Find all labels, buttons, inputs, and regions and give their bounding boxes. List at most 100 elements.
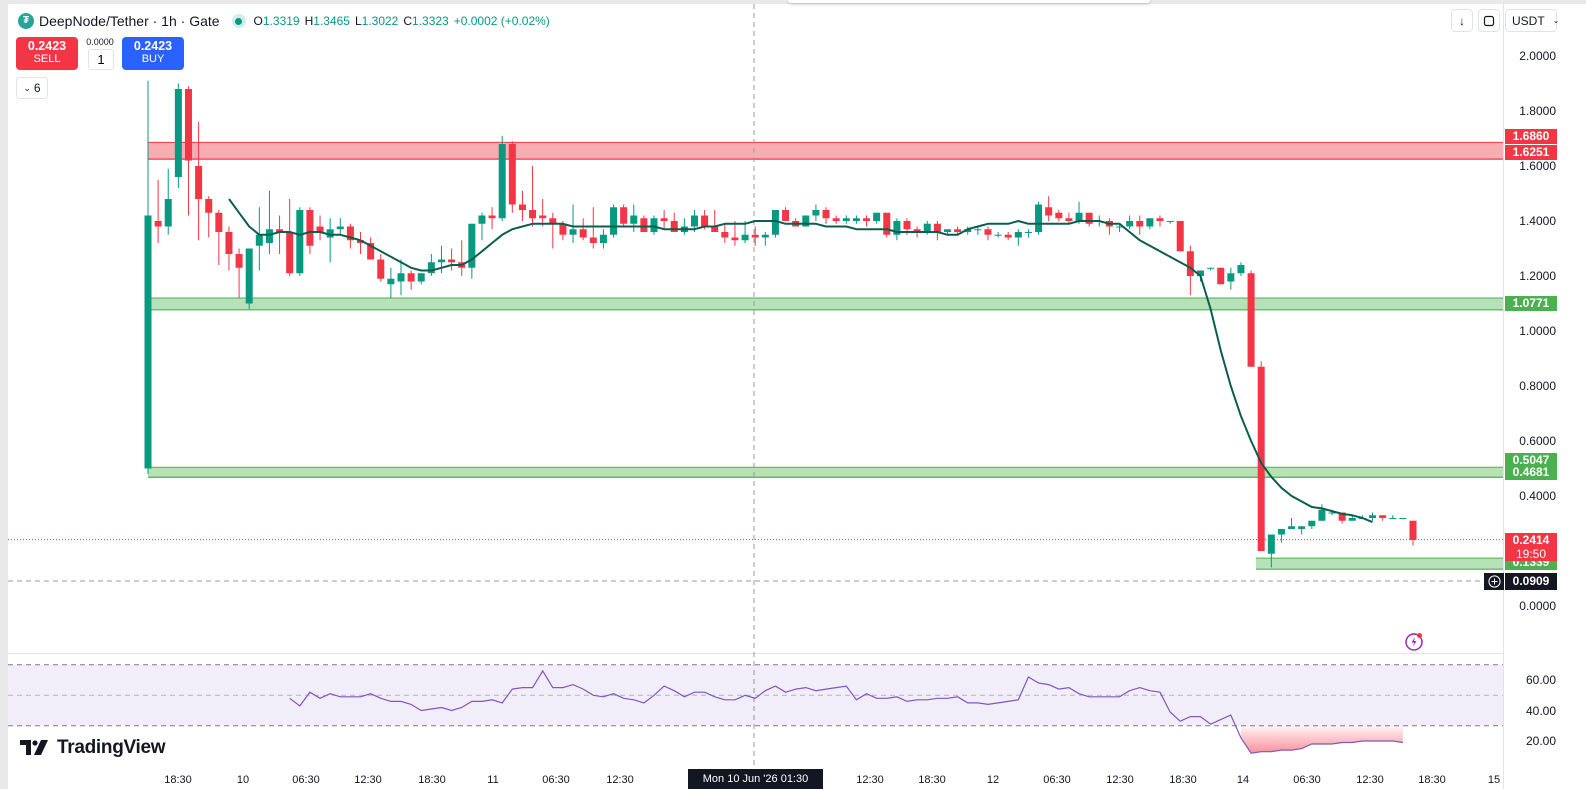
price-tick: 1.2000 [1519,269,1556,283]
candle-body [569,229,577,235]
candle-body [195,166,203,199]
indicators-collapse-button[interactable]: ⌄ 6 [16,77,48,99]
candle-body [1399,518,1407,519]
candle-body [1308,520,1316,527]
crosshair-time: Mon 10 Jun '26 01:30 [702,773,809,785]
candle-countdown: 19:50 [1515,547,1547,561]
lightning-alert-button[interactable] [1404,631,1424,651]
sell-button[interactable]: 0.2423 SELL [16,37,78,70]
price-tick: 1.0000 [1519,324,1556,338]
candle-body [1186,251,1194,276]
candle-body [174,89,182,177]
tradingview-logo-icon [20,740,48,755]
time-tick: 12:30 [1106,774,1134,786]
tradingview-logo[interactable]: TradingView [20,737,166,759]
candle-body [164,199,172,227]
candle-body [650,218,658,232]
pane-separator [8,653,1503,654]
time-tick: 06:30 [1043,774,1071,786]
price-level-tag: 0.5047 [1505,453,1557,468]
candle-body [144,215,152,469]
candle-body [1207,267,1215,269]
candle-body [1055,212,1063,219]
candle-body [630,215,638,224]
fullscreen-icon [1483,15,1495,26]
candle-body [265,229,273,243]
fullscreen-button[interactable] [1478,9,1500,32]
buy-button[interactable]: 0.2423 BUY [122,37,184,70]
time-tick: 18:30 [918,774,946,786]
last-price-tag: 0.2414 19:50 [1505,533,1557,561]
candle-body [225,232,233,254]
candle-body [802,215,810,227]
candle-body [1196,270,1204,276]
candle-body [913,229,921,232]
candle-body [417,273,425,282]
candle-body [903,221,911,230]
time-tick: 18:30 [1418,774,1446,786]
candle-body [852,218,860,221]
symbol-title[interactable]: DeepNode/Tether · 1h · Gate [39,13,220,29]
candle-body [1298,526,1306,529]
time-tick: 18:30 [418,774,446,786]
candle-body [599,234,607,243]
candle-body [893,221,901,235]
candle-body [701,215,709,227]
candle-body [397,273,405,282]
candle-body [387,278,395,285]
quantity-input[interactable]: 1 [88,49,114,70]
candle-body [771,210,779,235]
candle-body [407,273,415,282]
rsi-line [289,669,1403,754]
candle-body [205,199,213,213]
candle-body [751,234,759,238]
time-tick: 12:30 [1356,774,1384,786]
candle-body [306,210,314,246]
price-tick: 0.4000 [1519,489,1556,503]
rsi-tick: 40.00 [1525,704,1556,718]
download-button[interactable]: ↓ [1451,9,1473,32]
candle-body [346,226,354,241]
candle-body [1267,534,1275,554]
currency-select[interactable]: USDT ⌄ [1505,9,1559,32]
candle-body [782,210,790,221]
zone-resistance [148,142,1503,160]
candle-body [640,218,648,232]
spread-value: 0.0000 [86,37,114,47]
price-level-tag: 1.6860 [1505,129,1557,144]
candle-body [286,232,294,274]
market-status-icon [231,14,246,28]
candle-body [1409,520,1417,540]
candle-body [984,229,992,235]
candle-body [711,226,719,232]
candle-body [812,210,820,216]
add-alert-button[interactable] [1484,573,1504,590]
candle-body [1176,221,1184,252]
candle-body [539,215,547,219]
time-tick: 15 [1487,774,1501,786]
candle-body [326,229,334,238]
price-tick: 0.0000 [1519,599,1556,613]
candle-body [1338,512,1346,521]
candle-body [508,144,516,205]
time-tick: 14 [1236,774,1250,786]
candle-body [468,223,476,268]
candle-body [620,207,628,224]
candle-body [437,259,445,263]
candle-body [873,212,881,221]
zone-support [148,467,1503,478]
candle-body [1065,218,1073,221]
candle-body [923,223,931,232]
candle-body [518,204,526,210]
candle-body [529,210,537,219]
candle-body [883,212,891,235]
time-tick: 12:30 [354,774,382,786]
candle-body [1045,207,1053,216]
candle-body [1277,529,1285,535]
candle-body [994,234,1002,236]
candle-body [822,210,830,219]
price-level-tag: 0.4681 [1505,465,1557,480]
candle-body [690,215,698,227]
price-level-tag: 1.0771 [1505,296,1557,311]
